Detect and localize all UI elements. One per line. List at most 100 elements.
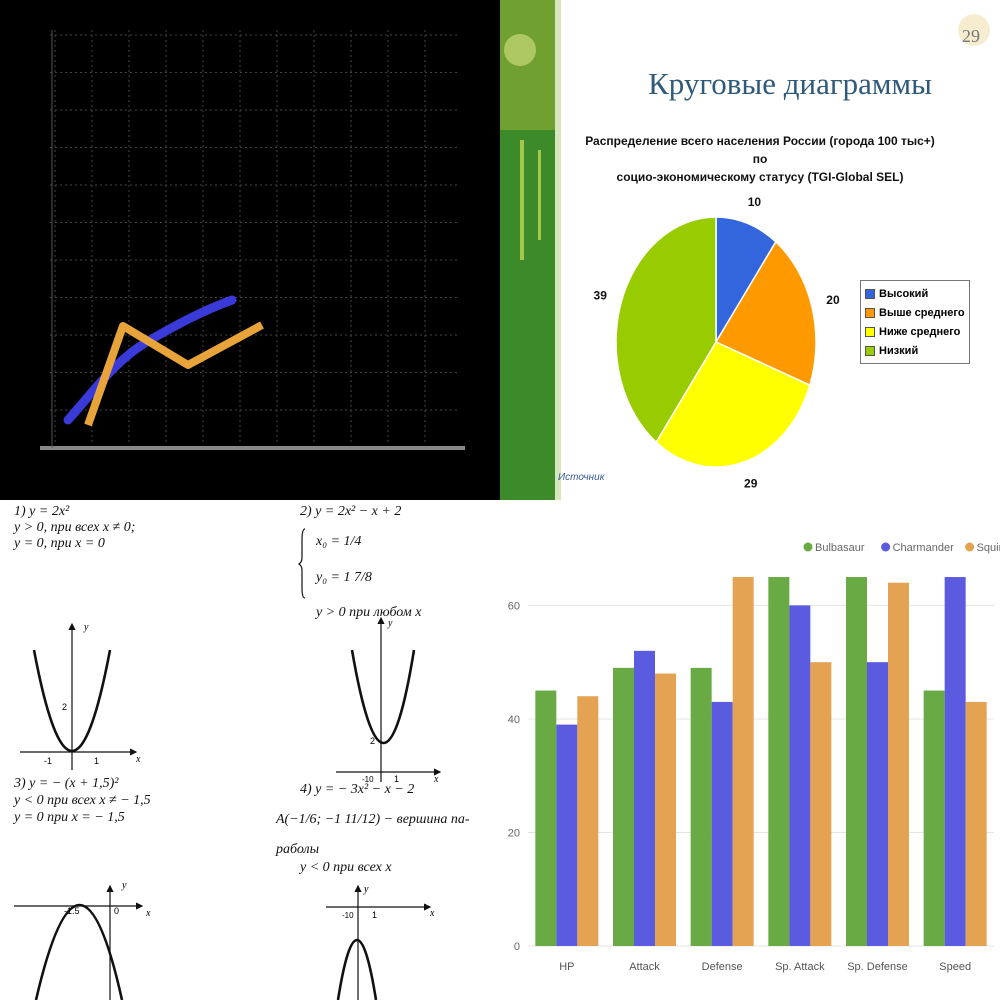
graph-1-tick-minus1: -1: [44, 756, 52, 766]
pie-data-label: 39: [594, 289, 608, 303]
graph-1: -1 1 2 x y: [20, 622, 141, 770]
legend-marker: [965, 542, 975, 552]
bar-charmander: [944, 577, 966, 946]
ex1-title: 1) y = 2x²: [14, 504, 70, 519]
legend-label: Выше среднего: [879, 306, 965, 319]
ex2-title: 2) y = 2x² − x + 2: [300, 504, 402, 519]
bar-squirtle: [655, 673, 676, 946]
ex2-y0: y₀ = 1 7/8: [316, 570, 372, 585]
graph-3-parabola: [34, 904, 124, 1000]
orange-series-line: [84, 321, 264, 427]
ex4-title: 4) y = − 3x² − x − 2: [300, 782, 415, 797]
graph-4: -10 1 x y: [326, 884, 435, 1000]
legend-label: Высокий: [879, 287, 929, 300]
ex2-line: y > 0 при любом x: [316, 605, 422, 620]
x-tick-label: Speed: [939, 961, 971, 973]
bar-charmander: [556, 724, 578, 946]
bar-chart-panel: 0 20 40 60 HP Attack Defense Sp. Attack Sp. Defe…: [500, 500, 1000, 1000]
system-brace: [297, 528, 306, 599]
graph-4-y-label: y: [363, 884, 369, 895]
graph-1-tick-2: 2: [62, 702, 67, 712]
pie-slice: [615, 216, 717, 444]
bar-bulbasaur: [613, 667, 634, 946]
slide-number: 29: [962, 26, 980, 46]
graph-2-tick-1: 1: [394, 774, 399, 784]
graph-4-tick-1: 1: [372, 910, 377, 920]
x-tick-label: Sp. Attack: [775, 961, 825, 973]
graph-2-parabola: [350, 649, 416, 744]
graph-4-tick-neg: -10: [342, 911, 354, 920]
pie-data-label: 29: [744, 476, 758, 490]
slide-title: Круговые диаграммы: [648, 66, 932, 101]
bar-chart: 0 20 40 60 HP Attack Defense Sp. Attack Sp. Defe…: [508, 542, 1000, 973]
parabola-graphs: -1 1 2 x y 2 -10 1 x y -1.5 0 x y: [14, 528, 442, 1000]
graph-1-y-label: y: [83, 622, 89, 633]
ex3-line-2: y = 0 при x = − 1,5: [14, 810, 125, 825]
pie-title-line-1: Распределение всего населения России (го…: [585, 134, 935, 166]
graph-2-tick-neg: -10: [362, 775, 374, 784]
ex4-line-3: y < 0 при всех x: [300, 860, 392, 875]
bar-squirtle: [577, 696, 599, 946]
graph-1-parabola: [32, 649, 112, 753]
legend-item: Высокий: [865, 284, 965, 303]
bar-squirtle: [810, 662, 832, 946]
legend-item: Низкий: [865, 341, 965, 360]
y-tick-label: 60: [508, 600, 520, 612]
graph-2-x-label: x: [433, 774, 439, 785]
ex2-x0: x₀ = 1/4: [316, 534, 362, 549]
graph-3: -1.5 0 x y: [14, 880, 151, 1000]
pie-data-label: 20: [826, 293, 840, 307]
pie-slide-panel: 29 Круговые диаграммы Распределение всег…: [500, 0, 1000, 500]
y-tick-label: 40: [508, 714, 520, 726]
y-tick-label: 20: [508, 827, 520, 839]
graph-3-tick-vertex: -1.5: [64, 906, 80, 916]
bar-charmander: [711, 701, 733, 946]
pie-legend: Высокий Выше среднего Ниже среднего Низкий: [860, 280, 970, 364]
pie-slice: [715, 216, 777, 345]
bar-bulbasaur: [768, 577, 790, 946]
legend-label: Squirtle: [977, 542, 1000, 554]
legend-swatch: [865, 345, 875, 356]
bar-charmander: [789, 605, 811, 946]
legend-label: Ниже среднего: [879, 325, 961, 338]
math-page-panel: 1) y = 2x² y > 0, при всех x ≠ 0; y = 0,…: [0, 500, 500, 1000]
pie-chart: 10 20 29 39: [594, 195, 840, 490]
legend-swatch: [865, 307, 875, 318]
legend-swatch: [865, 326, 875, 337]
bar-bulbasaur: [846, 577, 867, 946]
bar-charmander: [867, 662, 888, 946]
pie-data-label: 10: [748, 195, 762, 209]
legend-item: Ниже среднего: [865, 322, 965, 341]
legend-label: Charmander: [893, 542, 954, 554]
bar-bulbasaur: [690, 667, 712, 946]
legend-label: Низкий: [879, 344, 919, 357]
x-tick-label: HP: [559, 961, 574, 973]
bar-bulbasaur: [535, 690, 557, 946]
graph-4-x-label: x: [429, 908, 435, 919]
bar-squirtle: [732, 577, 754, 946]
graph-2: 2 -10 1 x y: [336, 616, 442, 785]
bar-squirtle: [888, 582, 909, 946]
slide-decoration: [500, 0, 990, 500]
ex1-line-1: y > 0, при всех x ≠ 0;: [14, 520, 136, 535]
graph-4-parabola: [336, 938, 378, 1000]
legend-marker: [881, 542, 891, 552]
legend-swatch: [865, 288, 875, 299]
bar-squirtle: [965, 701, 987, 946]
pie-title-line-2: социо-экономическому статусу (TGI-Global…: [616, 170, 904, 184]
pie-slice: [655, 341, 811, 468]
source-note: Источник: [558, 472, 605, 483]
x-tick-label: Attack: [629, 961, 660, 973]
line-chart-panel: [0, 0, 500, 500]
x-tick-label: Defense: [702, 961, 743, 973]
graph-3-y-label: y: [121, 880, 127, 891]
graph-1-x-label: x: [135, 754, 141, 765]
y-tick-label: 0: [514, 941, 520, 953]
x-tick-label: Sp. Defense: [847, 961, 908, 973]
ex4-line-2: раболы: [276, 842, 320, 857]
ex4-line-1: A(−1/6; −1 11/12) − вершина па-: [276, 812, 470, 827]
ex3-line-1: y < 0 при всех x ≠ − 1,5: [14, 793, 151, 808]
pie-slice: [714, 240, 817, 387]
graph-2-y-label: y: [387, 618, 393, 629]
legend-item: Выше среднего: [865, 303, 965, 322]
